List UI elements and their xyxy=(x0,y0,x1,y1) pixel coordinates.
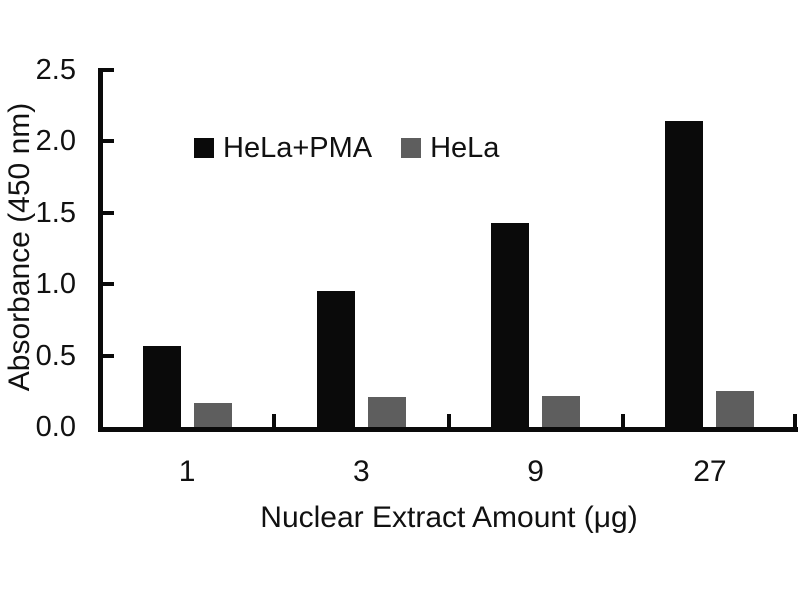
y-tick-label: 1.0 xyxy=(35,268,76,301)
x-tick xyxy=(620,414,625,431)
x-axis-title: Nuclear Extract Amount (μg) xyxy=(260,501,638,534)
legend: HeLa+PMA HeLa xyxy=(194,133,499,163)
bar-hela-pma-27 xyxy=(665,121,704,427)
legend-label: HeLa+PMA xyxy=(223,132,373,164)
legend-swatch-hela-pma xyxy=(194,138,214,158)
y-tick-label: 0.5 xyxy=(35,339,76,372)
x-category-label: 27 xyxy=(693,455,727,488)
bar-hela-9 xyxy=(542,395,581,427)
x-tick xyxy=(272,414,277,431)
y-tick xyxy=(103,210,114,215)
y-tick-label: 2.0 xyxy=(35,125,76,158)
legend-swatch-hela xyxy=(401,138,422,158)
y-tick xyxy=(103,282,114,287)
bar-hela-pma-3 xyxy=(316,291,355,427)
legend-item-hela-pma: HeLa+PMA xyxy=(194,133,372,163)
x-category-label: 1 xyxy=(178,455,196,488)
y-tick xyxy=(103,68,114,72)
bar-hela-pma-1 xyxy=(142,345,181,427)
bar-hela-27 xyxy=(716,391,755,427)
x-tick xyxy=(446,414,451,431)
y-tick-label: 1.5 xyxy=(35,196,76,229)
x-category-label: 9 xyxy=(527,455,544,488)
y-tick-label: 0.0 xyxy=(35,411,76,443)
legend-item-hela: HeLa xyxy=(401,133,499,163)
y-tick xyxy=(103,139,114,144)
y-tick-label: 2.5 xyxy=(35,54,76,86)
legend-label: HeLa xyxy=(430,132,500,164)
y-axis-line xyxy=(98,68,103,432)
y-tick xyxy=(103,353,114,358)
bar-hela-3 xyxy=(367,397,406,427)
x-category-label: 3 xyxy=(353,455,370,488)
bar-hela-1 xyxy=(193,402,232,427)
bar-hela-pma-9 xyxy=(491,222,530,427)
x-tick xyxy=(793,414,797,431)
